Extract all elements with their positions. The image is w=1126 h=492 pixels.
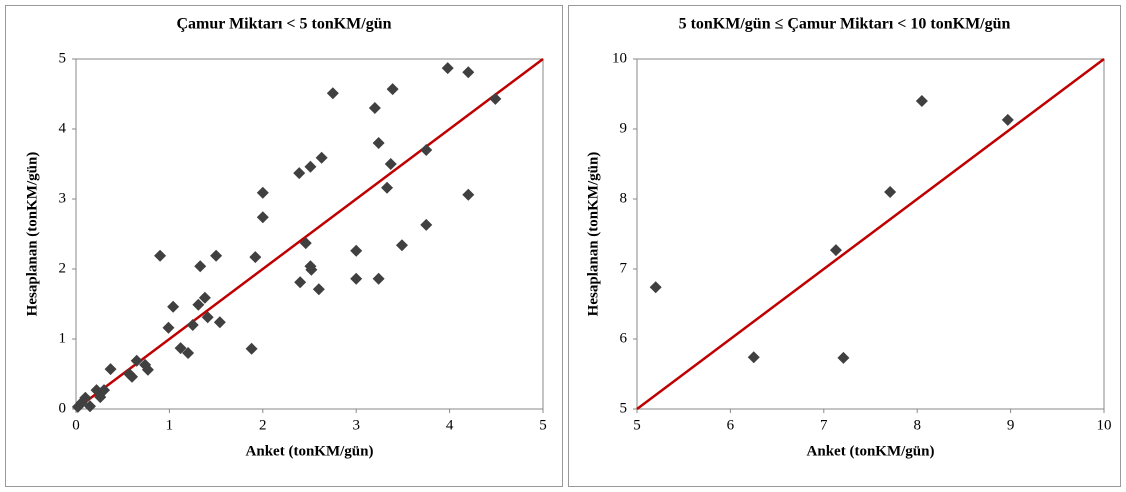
x-tick-label: 6 — [727, 417, 735, 433]
data-point — [312, 283, 325, 296]
data-point — [420, 218, 433, 231]
data-point — [294, 276, 307, 289]
data-point — [747, 351, 760, 364]
data-point — [884, 186, 897, 198]
data-point — [368, 102, 381, 114]
x-tick-label: 10 — [1097, 417, 1112, 433]
reference-line — [636, 57, 1105, 411]
x-tick-label: 0 — [72, 417, 80, 433]
plot-frame — [75, 58, 544, 410]
data-point — [350, 244, 363, 257]
y-tick-label: 5 — [620, 400, 628, 416]
data-point — [182, 347, 195, 359]
data-point — [154, 249, 167, 262]
data-point — [649, 281, 662, 294]
data-point — [130, 354, 143, 367]
data-point — [162, 321, 175, 334]
y-tick-label: 9 — [620, 120, 628, 136]
x-tick-label: 5 — [633, 417, 641, 433]
data-point — [462, 188, 475, 201]
data-point — [194, 260, 207, 273]
data-point — [198, 291, 211, 304]
data-point — [79, 391, 92, 404]
y-tick-label: 7 — [620, 260, 628, 276]
data-point — [141, 363, 154, 376]
y-tick-label: 1 — [59, 330, 67, 346]
data-point — [256, 211, 269, 224]
panel-border — [5, 5, 563, 487]
data-point — [384, 158, 397, 170]
plot-frame — [636, 58, 1105, 410]
data-point — [489, 92, 502, 105]
x-axis-label: Anket (tonKM/gün) — [807, 443, 935, 459]
y-tick-label: 8 — [620, 190, 628, 206]
y-tick-label: 4 — [59, 120, 67, 136]
y-tick-label: 0 — [59, 400, 67, 416]
x-tick-label: 7 — [820, 417, 828, 433]
data-point — [350, 272, 363, 285]
data-point — [210, 249, 223, 262]
y-axis-label: Hesaplanan (tonKM/gün) — [585, 152, 601, 317]
data-point — [167, 300, 180, 313]
reference-line — [75, 57, 544, 411]
y-tick-label: 2 — [59, 260, 67, 276]
data-point — [372, 137, 385, 149]
data-point — [386, 83, 399, 96]
y-tick-label: 6 — [620, 330, 628, 346]
x-tick-label: 1 — [166, 417, 174, 433]
panel-border — [568, 5, 1121, 487]
chart-title: Çamur Miktarı < 5 tonKM/gün — [176, 16, 391, 33]
data-point — [84, 400, 97, 413]
data-point — [304, 160, 317, 173]
data-point — [305, 263, 318, 276]
data-point — [299, 237, 312, 250]
x-tick-label: 4 — [446, 417, 454, 433]
data-point — [249, 251, 262, 264]
chart-title: 5 tonKM/gün ≤ Çamur Miktarı < 10 tonKM/g… — [679, 16, 1011, 33]
x-tick-label: 5 — [539, 417, 547, 433]
data-point — [126, 370, 139, 383]
data-point — [98, 384, 111, 397]
data-point — [395, 239, 408, 252]
data-point — [174, 342, 187, 355]
data-point — [441, 62, 454, 75]
x-tick-label: 2 — [259, 417, 267, 433]
data-point — [245, 342, 258, 355]
x-tick-label: 9 — [1007, 417, 1015, 433]
data-point — [1001, 113, 1014, 126]
data-point — [837, 351, 850, 364]
data-point — [104, 363, 117, 376]
data-point — [315, 151, 328, 164]
data-point — [201, 311, 214, 324]
y-tick-label: 10 — [612, 50, 627, 66]
y-tick-label: 3 — [59, 190, 67, 206]
data-point — [186, 319, 199, 331]
data-point — [915, 95, 928, 107]
data-point — [192, 298, 205, 311]
y-axis-label: Hesaplanan (tonKM/gün) — [24, 152, 40, 317]
data-point — [381, 181, 394, 194]
data-point — [293, 167, 306, 180]
data-point — [829, 244, 842, 257]
data-point — [213, 316, 226, 329]
data-point — [256, 186, 269, 199]
x-tick-label: 8 — [913, 417, 921, 433]
data-point — [420, 144, 433, 156]
data-point — [462, 66, 475, 79]
data-point — [372, 272, 385, 285]
x-axis-label: Anket (tonKM/gün) — [246, 443, 374, 459]
data-point — [326, 87, 339, 100]
y-tick-label: 5 — [59, 50, 67, 66]
x-tick-label: 3 — [352, 417, 360, 433]
